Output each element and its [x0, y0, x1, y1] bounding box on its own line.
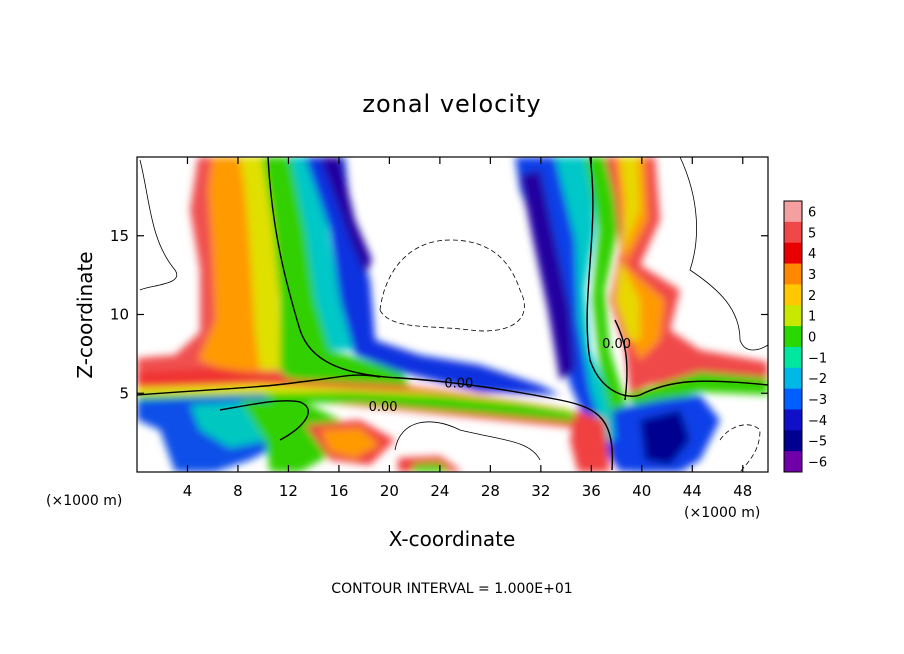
contour-zero-right: [586, 157, 768, 397]
colorbar-swatch: [784, 367, 802, 390]
chart-title: zonal velocity: [362, 90, 541, 118]
colorbar-label: −3: [808, 393, 827, 408]
colorbar-swatch: [784, 284, 802, 306]
contour-thin-right: [679, 157, 768, 351]
right-cyan: [555, 157, 625, 440]
colorbar-label: 4: [808, 247, 816, 262]
right-lower-navy: [640, 410, 690, 465]
colorbar-swatch: [784, 409, 802, 431]
lower-left-orange: [320, 428, 380, 458]
plume-left-orange: [198, 157, 300, 372]
right-lower-red: [570, 410, 610, 472]
x-tick-label: 44: [683, 482, 702, 500]
contour-thin-left: [139, 159, 178, 291]
colorbar-swatch: [784, 326, 802, 348]
bottom-blob-green: [412, 463, 450, 472]
x-tick-label: 16: [329, 482, 348, 500]
x-tick-label: 36: [582, 482, 601, 500]
colorbar-swatch: [784, 201, 802, 223]
contour-dashed-right: [719, 424, 761, 472]
colorbar-label: 1: [808, 310, 816, 325]
colorbar-swatch: [784, 221, 802, 244]
colorbar-label: 6: [808, 205, 816, 220]
colorbar-swatch: [784, 451, 802, 473]
contour-zero-band: [137, 374, 381, 396]
x-tick-label: 12: [279, 482, 298, 500]
x-tick-label: 20: [380, 482, 399, 500]
column-green: [262, 157, 410, 392]
contour-labels: 0.00 0.00 0.00: [369, 337, 631, 415]
y-axis-label: Z-coordinate: [73, 251, 97, 378]
colorbar-label: −1: [808, 351, 827, 366]
colorbar-swatch: [784, 242, 802, 265]
colorbar-swatch: [784, 388, 802, 410]
x-tick-label: 4: [183, 482, 193, 500]
colorbar-label: 5: [808, 226, 816, 241]
right-navy: [520, 170, 575, 380]
column-blue: [305, 157, 560, 395]
plume-left-yellow: [240, 157, 300, 370]
x-tick-label: 32: [531, 482, 550, 500]
x-tick-label: 8: [233, 482, 243, 500]
lower-left-green: [240, 400, 340, 472]
heatmap-field: [137, 157, 768, 472]
colorbar-label: −4: [808, 414, 827, 429]
y-tick-label: 5: [119, 384, 129, 402]
right-green: [585, 157, 630, 420]
colorbar-swatch: [784, 263, 802, 285]
x-unit-label-right: (×1000 m): [684, 505, 760, 521]
column-navy: [320, 157, 372, 275]
x-axis-label: X-coordinate: [389, 527, 516, 551]
contour-dashed-mid: [379, 239, 525, 332]
colorbar-label: −2: [808, 372, 827, 387]
contour-thin-bottom: [394, 421, 541, 461]
x-tick-label: 40: [632, 482, 651, 500]
contour-interval-footer: CONTOUR INTERVAL = 1.000E+01: [331, 581, 572, 597]
x-tick-label: 48: [733, 482, 752, 500]
colorbar-label: −5: [808, 435, 827, 450]
contour-label: 0.00: [369, 400, 398, 415]
colorbar-label: 3: [808, 268, 816, 283]
column-cyan: [290, 157, 360, 350]
x-tick-label: 28: [481, 482, 500, 500]
colorbar-label: 0: [808, 331, 816, 346]
colorbar-label: 2: [808, 289, 816, 304]
contour-zero-left: [267, 157, 614, 471]
x-unit-label-left: (×1000 m): [46, 493, 122, 509]
right-yellow: [615, 157, 640, 340]
y-axis: 5 10 15: [110, 227, 768, 402]
colorbar-label: −6: [808, 456, 827, 471]
colorbar-swatch: [784, 430, 802, 452]
contour-label: 0.00: [602, 337, 631, 352]
y-tick-label: 15: [110, 227, 129, 245]
colorbar-swatch: [784, 305, 802, 327]
contour-label: 0.00: [444, 376, 473, 391]
contour-zero-lower: [219, 400, 309, 441]
x-axis: 4 8 12 16 20 24 28 32 36 40 44 48: [183, 157, 752, 500]
y-tick-label: 10: [110, 306, 129, 324]
colorbar-frame: [783, 200, 803, 473]
colorbar: 6 5 4 3 2 1 0 −1 −2 −3 −4 −5 −6: [783, 200, 827, 473]
colorbar-swatch: [784, 346, 802, 369]
contour-zero-right2: [614, 319, 628, 401]
x-tick-label: 24: [430, 482, 449, 500]
